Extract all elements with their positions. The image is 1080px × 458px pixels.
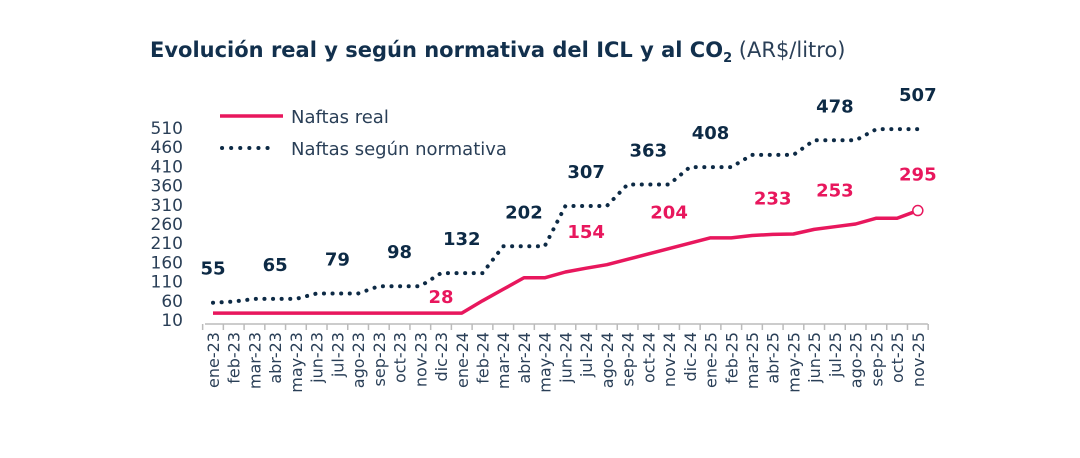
x-tick-label: mar-23 [245,332,264,389]
naftas-normativa-line [211,127,920,305]
last-point-marker [912,204,924,217]
x-tick-label: abr-24 [515,332,534,384]
data-label: 507 [899,85,937,106]
y-tick-label: 210 [151,234,183,254]
x-tick-label: ene-24 [453,332,472,388]
x-tick-label: nov-24 [660,332,679,387]
data-label: 132 [443,229,481,250]
legend-label: Naftas real [291,107,389,128]
x-tick-label: ene-23 [204,332,223,388]
data-label: 65 [263,255,288,276]
x-tick-label: may-23 [287,332,306,393]
x-tick-label: jun-24 [556,332,575,384]
y-tick-label: 10 [161,311,183,331]
x-tick-label: mar-25 [743,332,762,389]
data-label: 233 [754,188,792,209]
x-tick-label: jun-23 [308,332,327,384]
data-label: 79 [325,250,350,271]
x-tick-label: sep-24 [619,332,638,386]
naftas-real-line [213,208,919,315]
data-label: 98 [387,242,412,263]
x-tick-label: oct-23 [391,332,410,383]
x-tick-label: nov-23 [411,332,430,387]
data-label: 202 [505,202,543,223]
y-tick-label: 360 [151,177,183,197]
data-label: 28 [428,287,453,308]
data-label: 408 [692,123,730,144]
x-tick-label: oct-24 [639,332,658,383]
x-tick-label: ene-25 [702,332,721,388]
y-tick-label: 60 [161,292,183,312]
y-tick-label: 110 [151,273,183,293]
x-tick-label: feb-25 [722,332,741,384]
title-text: Evolución real y según normativa del ICL… [150,38,724,62]
data-label: 55 [200,259,225,280]
x-tick-label: nov-25 [909,332,928,387]
x-tick-label: feb-24 [473,332,492,384]
y-tick-label: 460 [151,138,183,158]
x-tick-label: may-24 [536,332,555,393]
chart-title: Evolución real y según normativa del ICL… [150,38,846,66]
x-tick-label: abr-23 [266,332,285,384]
x-tick-label: oct-25 [888,332,907,383]
x-tick-label: mar-24 [494,332,513,389]
legend-label: Naftas según normativa [291,139,507,160]
data-label: 253 [816,181,854,202]
x-tick-label: ago-24 [598,332,617,388]
x-tick-label: jul-25 [826,332,845,378]
x-tick-label: dic-23 [432,332,451,382]
data-label: 363 [630,140,668,161]
y-tick-label: 410 [151,157,183,177]
x-tick-label: jul-24 [577,332,596,378]
y-tick-label: 310 [151,196,183,216]
x-tick-label: feb-23 [225,332,244,384]
data-label: 295 [899,165,937,186]
x-tick-label: jul-23 [328,332,347,378]
data-label: 154 [567,222,605,243]
x-tick-label: dic-24 [681,332,700,382]
title-subscript: 2 [723,51,733,67]
data-label: 478 [816,96,854,117]
x-tick-label: sep-25 [867,332,886,386]
title-unit: (AR$/litro) [738,38,846,62]
data-label: 307 [567,162,605,183]
x-tick-label: sep-23 [370,332,389,386]
y-tick-label: 510 [151,119,183,139]
data-label: 204 [650,203,688,224]
y-tick-label: 160 [151,253,183,273]
x-tick-label: abr-25 [764,332,783,384]
x-tick-label: may-25 [784,332,803,393]
x-tick-label: jun-25 [805,332,824,384]
x-tick-label: ago-25 [847,332,866,388]
x-tick-label: ago-23 [349,332,368,388]
y-tick-label: 260 [151,215,183,235]
